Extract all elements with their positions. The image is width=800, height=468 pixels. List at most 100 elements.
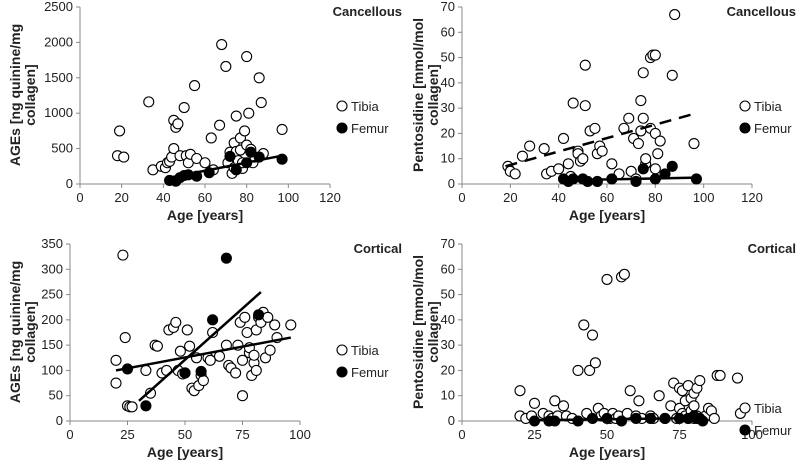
- x-tick-label: 25: [120, 427, 134, 442]
- x-axis-label: Age [years]: [167, 207, 243, 223]
- tibia-point: [637, 112, 649, 124]
- x-tick-label: 80: [648, 190, 662, 205]
- x-tick-label: 20: [503, 190, 517, 205]
- tibia-point: [649, 163, 661, 175]
- tibia-trendline: [115, 336, 292, 372]
- legend-marker-tibia: [739, 402, 751, 414]
- femur-point: [615, 415, 628, 427]
- tibia-point: [606, 158, 618, 170]
- y-tick-label: 200: [41, 312, 63, 327]
- tibia-point: [557, 132, 570, 145]
- legend-label-femur: Femur: [351, 365, 389, 380]
- legend-label-tibia: Tibia: [754, 401, 782, 416]
- tibia-point: [178, 101, 190, 114]
- femur-point: [253, 309, 265, 321]
- tibia-point: [567, 97, 579, 109]
- tibia-point: [514, 385, 526, 397]
- tibia-point: [118, 151, 130, 163]
- tibia-point: [214, 119, 226, 131]
- tibia-point: [253, 72, 265, 84]
- tibia-point: [117, 249, 129, 261]
- y-tick-label: 50: [441, 287, 455, 302]
- x-axis-label: Age [years]: [569, 444, 645, 460]
- femur-point: [207, 314, 219, 326]
- tibia-point: [144, 387, 157, 399]
- tibia-point: [649, 49, 661, 61]
- y-axis-label-line: collagen]: [425, 64, 441, 125]
- tibia-point: [632, 137, 644, 150]
- tibia-point: [207, 326, 219, 339]
- x-tick-label: 75: [235, 427, 249, 442]
- x-tick-label: 100: [693, 190, 715, 205]
- panel-title: Cortical: [748, 241, 796, 256]
- panel-1: 0 500 1000 1500 2000 2500 0 20 40 60 80 100 120 Age […: [7, 0, 402, 223]
- tibia-point: [652, 148, 664, 160]
- tibia-point: [669, 9, 681, 21]
- tibia-point: [589, 122, 601, 134]
- legend-marker-femur: [739, 122, 751, 134]
- y-tick-label: 70: [441, 236, 455, 251]
- femur-point: [572, 415, 584, 427]
- tibia-point: [637, 67, 649, 79]
- legend-label-tibia: Tibia: [754, 99, 782, 114]
- tibia-point: [269, 319, 281, 331]
- tibia-point: [151, 340, 163, 352]
- tibia-point: [714, 369, 726, 382]
- x-tick-label: 0: [76, 190, 83, 205]
- tibia-point: [516, 150, 528, 162]
- femur-point: [220, 252, 232, 264]
- tibia-point: [618, 268, 630, 280]
- tibia-point: [584, 364, 596, 376]
- tibia-point: [110, 377, 122, 389]
- tibia-point: [578, 319, 590, 331]
- tibia-point: [624, 385, 636, 397]
- y-tick-label: 50: [49, 388, 63, 403]
- y-tick-label: 2500: [44, 0, 73, 14]
- tibia-point: [174, 345, 186, 357]
- y-tick-label: 40: [441, 75, 455, 90]
- x-tick-label: 120: [741, 190, 763, 205]
- tibia-point: [731, 372, 744, 384]
- legend-label-tibia: Tibia: [351, 343, 379, 358]
- x-tick-label: 0: [66, 427, 73, 442]
- femur-trendline: [169, 154, 283, 179]
- tibia-point: [653, 390, 665, 402]
- tibia-point: [250, 364, 262, 376]
- tibia-point: [197, 374, 209, 387]
- y-tick-label: 20: [441, 362, 455, 377]
- y-tick-label: 50: [441, 50, 455, 65]
- femur-trendline: [534, 416, 703, 422]
- y-tick-label: 150: [41, 337, 63, 352]
- y-axis-label-line: collagen]: [22, 64, 38, 125]
- femur-point: [666, 160, 678, 172]
- x-tick-label: 0: [458, 427, 465, 442]
- tibia-point: [579, 100, 591, 112]
- tibia-point: [635, 95, 647, 107]
- tibia-point: [172, 118, 184, 130]
- tibia-point: [524, 140, 536, 152]
- tibia-point: [633, 395, 645, 407]
- y-axis-label: AGEs [ng quinine/mgcollagen]: [7, 24, 38, 166]
- x-tick-label: 75: [672, 427, 686, 442]
- tibia-point: [553, 163, 565, 175]
- tibia-point: [230, 110, 242, 122]
- tibia-point: [199, 157, 211, 169]
- legend-label-femur: Femur: [351, 121, 389, 136]
- x-tick-label: 100: [289, 427, 311, 442]
- tibia-point: [248, 349, 260, 361]
- x-tick-label: 120: [319, 190, 341, 205]
- tibia-point: [557, 400, 570, 412]
- y-axis-label-line: collagen]: [22, 301, 38, 362]
- legend-marker-femur: [336, 366, 348, 378]
- y-tick-label: 60: [441, 261, 455, 276]
- tibia-point: [119, 332, 131, 344]
- tibia-point: [140, 364, 152, 376]
- tibia-point: [688, 137, 700, 150]
- y-axis-label: Pentosidine [mmol/molcollagen]: [410, 255, 441, 409]
- tibia-point: [241, 326, 253, 339]
- femur-point: [179, 367, 191, 379]
- x-tick-label: 20: [114, 190, 128, 205]
- tibia-point: [170, 316, 182, 328]
